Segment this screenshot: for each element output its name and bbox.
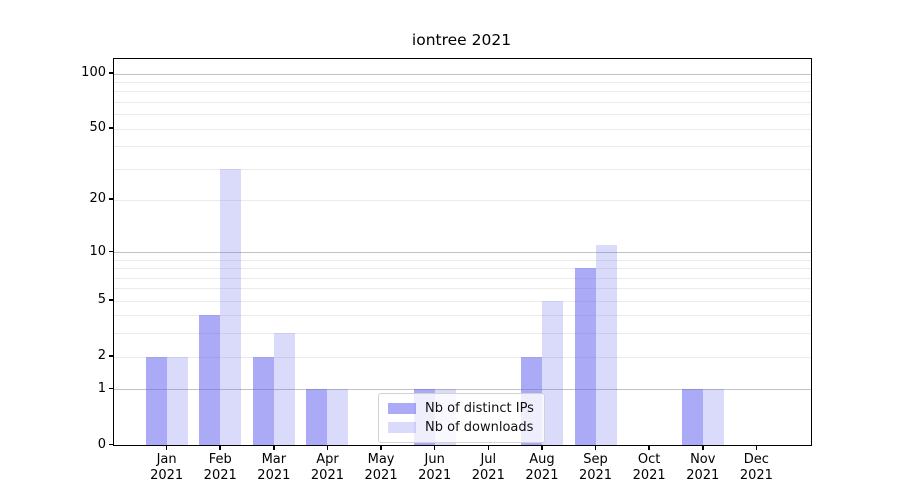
- gridline-major-100: [114, 73, 811, 75]
- y-tick-label-20: 20: [89, 191, 106, 207]
- y-tick-label-2: 2: [97, 348, 106, 364]
- x-tick-label-jul: Jul 2021: [471, 452, 505, 483]
- legend-swatch-downloads: [388, 422, 416, 433]
- legend-entry-distinct-ips: Nb of distinct IPs: [388, 401, 534, 416]
- bar-apr-distinct-ips: [306, 389, 328, 445]
- gridline-minor-5: [114, 300, 811, 302]
- legend-label-distinct-ips: Nb of distinct IPs: [425, 401, 534, 416]
- bar-sep-distinct-ips: [574, 268, 596, 445]
- x-tick-aug: [541, 445, 543, 450]
- gridline-minor-2: [114, 356, 811, 358]
- x-tick-jan: [165, 445, 168, 450]
- x-tick-nov: [702, 445, 704, 450]
- x-tick-label-dec: Dec 2021: [739, 452, 773, 483]
- gridline-minor-60: [114, 114, 811, 116]
- gridline-minor-30: [114, 168, 811, 170]
- y-tick-50: [109, 127, 114, 129]
- y-tick-1: [109, 387, 114, 390]
- y-tick-0: [109, 443, 114, 445]
- x-tick-label-nov: Nov 2021: [686, 452, 720, 483]
- bar-nov-downloads: [702, 389, 724, 445]
- y-tick-label-50: 50: [89, 120, 106, 136]
- gridline-minor-90: [114, 81, 811, 83]
- y-tick-100: [109, 72, 114, 74]
- y-tick-label-10: 10: [89, 243, 106, 259]
- x-tick-may: [380, 445, 382, 450]
- gridline-minor-6: [114, 288, 811, 290]
- y-tick-label-100: 100: [81, 65, 106, 81]
- y-tick-10: [109, 250, 114, 252]
- x-tick-label-oct: Oct 2021: [632, 452, 666, 483]
- x-tick-feb: [219, 445, 221, 450]
- x-tick-dec: [755, 445, 758, 450]
- legend: Nb of distinct IPs Nb of downloads: [378, 393, 545, 443]
- y-tick-label-1: 1: [97, 380, 106, 396]
- legend-swatch-distinct-ips: [388, 403, 416, 414]
- gridline-minor-3: [114, 333, 811, 335]
- bar-aug-downloads: [541, 300, 563, 445]
- y-tick-label-0: 0: [97, 436, 106, 452]
- x-tick-jul: [487, 445, 490, 450]
- bar-mar-distinct-ips: [252, 356, 274, 445]
- bar-nov-distinct-ips: [681, 389, 703, 445]
- x-tick-label-jan: Jan 2021: [150, 452, 184, 483]
- gridline-minor-8: [114, 268, 811, 270]
- plot-area: Nb of distinct IPs Nb of downloads: [113, 58, 812, 446]
- x-tick-label-may: May 2021: [364, 452, 398, 483]
- bar-feb-distinct-ips: [199, 315, 221, 445]
- x-tick-jun: [433, 445, 436, 450]
- x-tick-label-sep: Sep 2021: [578, 452, 613, 483]
- gridline-minor-80: [114, 91, 811, 93]
- gridline-major-10: [114, 252, 811, 253]
- x-tick-label-jun: Jun 2021: [418, 452, 452, 483]
- gridline-minor-4: [114, 315, 811, 317]
- legend-label-downloads: Nb of downloads: [425, 420, 534, 435]
- bar-sep-downloads: [595, 244, 617, 445]
- y-tick-2: [109, 355, 114, 357]
- x-tick-label-mar: Mar 2021: [257, 452, 291, 483]
- gridline-major-1: [114, 389, 811, 391]
- y-tick-5: [109, 299, 114, 301]
- y-tick-label-5: 5: [97, 292, 106, 308]
- chart-title: iontree 2021: [411, 31, 512, 49]
- x-tick-label-feb: Feb 2021: [203, 452, 237, 483]
- bar-apr-downloads: [327, 389, 349, 445]
- gridline-minor-70: [114, 101, 811, 103]
- x-tick-oct: [648, 445, 650, 450]
- bar-jan-downloads: [166, 356, 188, 445]
- gridline-minor-50: [114, 128, 811, 130]
- x-tick-mar: [273, 445, 275, 450]
- x-tick-apr: [326, 445, 329, 450]
- bar-feb-downloads: [220, 168, 242, 445]
- x-tick-label-aug: Aug 2021: [525, 452, 559, 483]
- gridline-minor-40: [114, 146, 811, 148]
- gridline-minor-9: [114, 259, 811, 261]
- bar-mar-downloads: [273, 333, 295, 445]
- gridline-minor-7: [114, 277, 811, 279]
- y-tick-20: [109, 198, 114, 200]
- x-tick-sep: [594, 445, 597, 450]
- x-tick-label-apr: Apr 2021: [310, 452, 344, 483]
- gridline-minor-20: [114, 199, 811, 201]
- legend-entry-downloads: Nb of downloads: [388, 420, 534, 435]
- bar-jan-distinct-ips: [145, 356, 167, 445]
